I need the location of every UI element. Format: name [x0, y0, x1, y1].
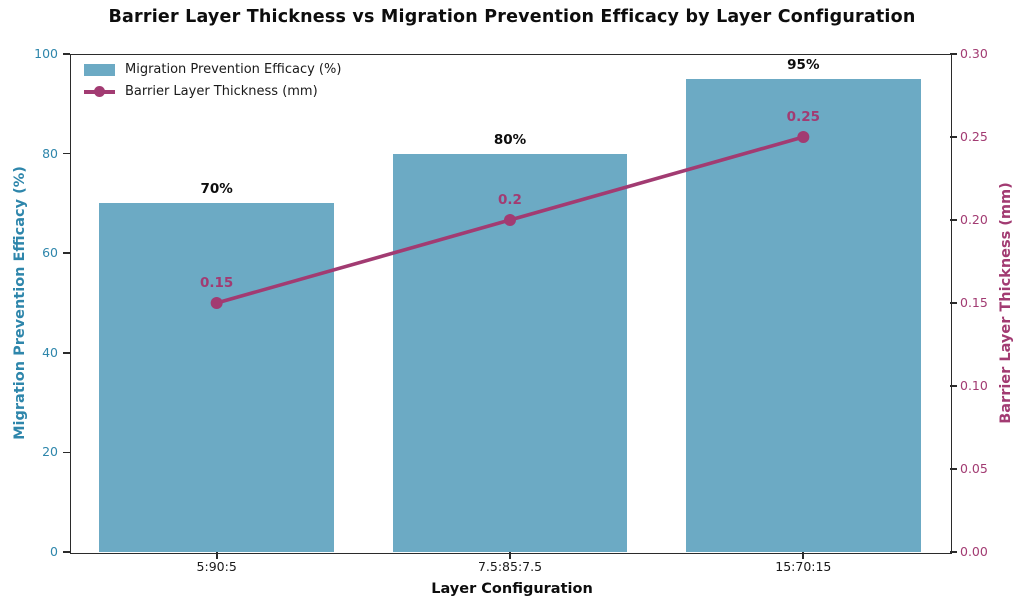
right-axis-tick-mark	[950, 302, 957, 304]
right-axis-tick-label: 0.15	[960, 295, 988, 310]
left-axis-tick-mark	[63, 551, 70, 553]
line-marker	[797, 131, 810, 143]
right-axis-tick-mark	[950, 136, 957, 138]
bar-5:90:5	[99, 203, 334, 552]
left-axis-tick-label: 40	[42, 344, 58, 360]
x-axis-tick-mark	[215, 552, 218, 559]
legend-item-efficacy: Migration Prevention Efficacy (%)	[84, 62, 341, 77]
x-axis-label: Layer Configuration	[431, 581, 593, 597]
right-axis-tick-mark	[950, 551, 957, 553]
right-axis-tick-label: 0.10	[960, 378, 988, 393]
legend-item-thickness: Barrier Layer Thickness (mm)	[84, 84, 341, 99]
left-axis-tick-mark	[63, 451, 70, 454]
right-axis-tick-label: 0.00	[960, 544, 988, 559]
x-tick-label: 5:90:5	[196, 559, 237, 574]
bar-swatch-icon	[84, 63, 115, 76]
x-tick-label: 7.5:85:7.5	[477, 559, 543, 574]
right-axis-tick-mark	[950, 385, 957, 387]
bar-value-label: 80%	[493, 131, 527, 148]
x-tick-label: 15:70:15	[775, 559, 832, 574]
right-axis-tick-label: 0.30	[960, 46, 988, 61]
x-axis-tick-mark	[802, 552, 805, 559]
bar-value-label: 70%	[200, 181, 233, 198]
legend-label-thickness: Barrier Layer Thickness (mm)	[125, 84, 318, 99]
plot-area	[70, 54, 952, 554]
right-axis-tick-mark	[950, 468, 957, 470]
thickness-line-series	[210, 131, 810, 309]
left-axis-tick-mark	[63, 152, 70, 155]
left-axis-tick-label: 0	[50, 544, 58, 559]
left-axis-tick-mark	[63, 53, 70, 55]
left-axis-tick-label: 20	[42, 444, 58, 460]
bar-value-label: 95%	[787, 56, 820, 73]
legend-label-efficacy: Migration Prevention Efficacy (%)	[125, 62, 342, 77]
x-axis-tick-mark	[509, 552, 511, 559]
left-axis-tick-label: 100	[34, 46, 58, 61]
line-marker	[210, 297, 223, 309]
legend-dot-icon	[94, 86, 105, 97]
point-value-label: 0.25	[786, 109, 820, 125]
line-marker-icon	[84, 85, 115, 98]
left-axis-tick-label: 80	[42, 145, 58, 161]
right-axis-tick-mark	[950, 219, 957, 221]
point-value-label: 0.2	[498, 192, 522, 208]
legend: Migration Prevention Efficacy (%) Barrie…	[84, 62, 341, 99]
right-axis-tick-label: 0.20	[960, 212, 988, 227]
right-axis-tick-mark	[950, 53, 957, 55]
chart-title: Barrier Layer Thickness vs Migration Pre…	[108, 7, 916, 27]
line-marker	[504, 214, 516, 226]
left-axis-tick-mark	[63, 252, 70, 255]
right-axis-tick-label: 0.25	[960, 129, 988, 144]
left-axis-tick-label: 60	[42, 245, 58, 261]
right-axis-tick-label: 0.05	[960, 461, 988, 476]
left-axis-tick-mark	[63, 351, 70, 354]
point-value-label: 0.15	[200, 275, 234, 291]
